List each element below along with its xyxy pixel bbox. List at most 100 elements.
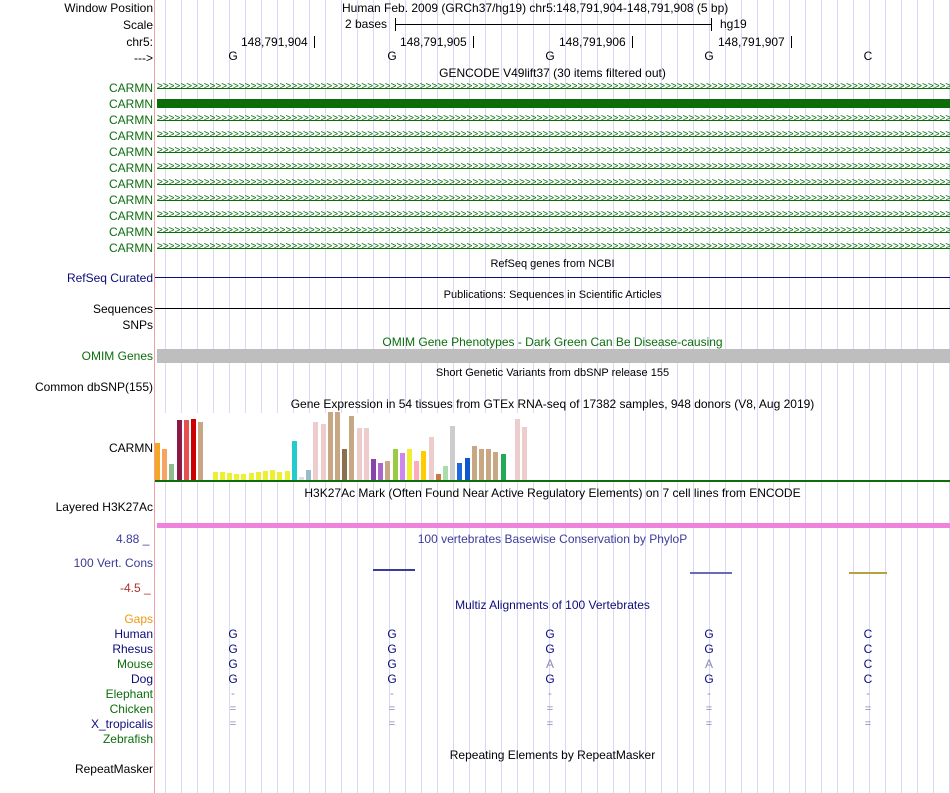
gtex-tissue-bar[interactable] bbox=[356, 428, 362, 480]
gtex-tissue-bar[interactable] bbox=[399, 453, 405, 480]
phylop-track-label[interactable]: 100 Vert. Cons bbox=[73, 556, 153, 570]
gencode-intron-line[interactable] bbox=[157, 88, 950, 89]
gtex-tissue-bar[interactable] bbox=[291, 441, 297, 480]
publications-track-label[interactable]: Sequences bbox=[92, 302, 153, 316]
gencode-intron-line[interactable] bbox=[157, 200, 950, 201]
h3k27ac-track-label[interactable]: Layered H3K27Ac bbox=[55, 500, 153, 514]
phylop-signal[interactable] bbox=[849, 572, 887, 574]
gtex-tissue-bar[interactable] bbox=[234, 474, 240, 480]
gencode-transcript-label[interactable]: CARMN bbox=[109, 81, 153, 95]
gencode-transcript-label[interactable]: CARMN bbox=[109, 193, 153, 207]
gtex-tissue-bar[interactable] bbox=[342, 449, 348, 480]
gtex-tissue-bar[interactable] bbox=[385, 461, 391, 480]
multiz-species-label[interactable]: Zebrafish bbox=[102, 732, 153, 746]
gencode-intron-line[interactable] bbox=[157, 152, 950, 153]
phylop-signal[interactable] bbox=[373, 569, 415, 571]
gencode-transcript-label[interactable]: CARMN bbox=[109, 209, 153, 223]
gtex-tissue-bar[interactable] bbox=[284, 471, 290, 480]
omim-track-bar[interactable] bbox=[157, 349, 950, 363]
gtex-tissue-bar[interactable] bbox=[471, 446, 477, 480]
gtex-tissue-bar[interactable] bbox=[277, 472, 283, 480]
gtex-tissue-bar[interactable] bbox=[479, 449, 484, 480]
gtex-tissue-bar[interactable] bbox=[435, 474, 441, 480]
gencode-transcript-label[interactable]: CARMN bbox=[109, 129, 153, 143]
gtex-tissue-bar[interactable] bbox=[327, 412, 333, 480]
gtex-tissue-bar[interactable] bbox=[335, 412, 340, 480]
gridline bbox=[677, 0, 678, 793]
omim-track-label[interactable]: OMIM Genes bbox=[81, 349, 153, 363]
gtex-tissue-bar[interactable] bbox=[392, 449, 398, 480]
gtex-tissue-bar[interactable] bbox=[198, 422, 204, 480]
gtex-tissue-bar[interactable] bbox=[299, 477, 304, 480]
multiz-species-label[interactable]: Elephant bbox=[105, 687, 153, 701]
gencode-intron-line[interactable] bbox=[157, 216, 950, 217]
gtex-tissue-bar[interactable] bbox=[378, 463, 384, 480]
gencode-transcript-label[interactable]: CARMN bbox=[109, 241, 153, 255]
gtex-tissue-bar[interactable] bbox=[515, 419, 520, 480]
gencode-transcript-label[interactable]: CARMN bbox=[109, 225, 153, 239]
multiz-species-label[interactable]: Rhesus bbox=[112, 642, 153, 656]
gencode-intron-line[interactable] bbox=[157, 248, 950, 249]
gtex-tissue-bar[interactable] bbox=[212, 472, 218, 480]
gtex-tissue-bar[interactable] bbox=[421, 451, 427, 480]
multiz-species-label[interactable]: Chicken bbox=[109, 702, 153, 716]
gtex-tissue-bar[interactable] bbox=[363, 428, 369, 480]
gtex-tissue-bar[interactable] bbox=[450, 426, 456, 480]
gtex-track-label[interactable]: CARMN bbox=[109, 441, 153, 455]
gtex-tissue-bar[interactable] bbox=[443, 466, 448, 480]
gencode-intron-line[interactable] bbox=[157, 168, 950, 169]
multiz-species-label[interactable]: Dog bbox=[130, 672, 153, 686]
gencode-intron-line[interactable] bbox=[157, 232, 950, 233]
gtex-tissue-bar[interactable] bbox=[414, 461, 420, 480]
gtex-tissue-bar[interactable] bbox=[155, 443, 160, 480]
gencode-transcript-label[interactable]: CARMN bbox=[109, 145, 153, 159]
gtex-tissue-bar[interactable] bbox=[486, 449, 492, 480]
gtex-tissue-bar[interactable] bbox=[176, 420, 182, 480]
gtex-tissue-bar[interactable] bbox=[191, 419, 196, 480]
snps-track-label[interactable]: SNPs bbox=[122, 318, 153, 332]
strand-arrows: >>>>>>>>>>>>>>>>>>>>>>>>>>>>>>>>>>>>>>>>… bbox=[157, 177, 950, 188]
gtex-tissue-bar[interactable] bbox=[464, 458, 470, 480]
refseq-track-line[interactable] bbox=[155, 277, 950, 278]
gencode-exon-block[interactable] bbox=[157, 99, 950, 108]
gtex-tissue-bar[interactable] bbox=[500, 454, 506, 480]
gencode-transcript-label[interactable]: CARMN bbox=[109, 177, 153, 191]
gtex-tissue-bar[interactable] bbox=[349, 416, 355, 480]
gtex-tissue-bar[interactable] bbox=[522, 427, 528, 480]
gtex-tissue-bar[interactable] bbox=[162, 449, 168, 480]
gtex-tissue-bar[interactable] bbox=[255, 472, 261, 480]
gtex-tissue-bar[interactable] bbox=[457, 463, 463, 480]
gtex-tissue-bar[interactable] bbox=[248, 473, 254, 480]
multiz-species-label[interactable]: Mouse bbox=[116, 657, 153, 671]
gtex-tissue-bar[interactable] bbox=[241, 474, 247, 480]
repeatmasker-track-label[interactable]: RepeatMasker bbox=[74, 762, 153, 776]
gencode-intron-line[interactable] bbox=[157, 136, 950, 137]
gtex-tissue-bar[interactable] bbox=[313, 422, 319, 480]
gtex-tissue-bar[interactable] bbox=[227, 473, 232, 480]
gtex-tissue-bar[interactable] bbox=[169, 464, 175, 480]
gtex-tissue-bar[interactable] bbox=[493, 452, 499, 480]
gtex-tissue-bar[interactable] bbox=[263, 471, 268, 480]
refseq-track-label[interactable]: RefSeq Curated bbox=[66, 271, 153, 285]
gtex-tissue-bar[interactable] bbox=[270, 470, 276, 480]
gencode-intron-line[interactable] bbox=[157, 120, 950, 121]
gtex-tissue-bar[interactable] bbox=[306, 470, 312, 480]
dbsnp-track-label[interactable]: Common dbSNP(155) bbox=[34, 380, 153, 394]
gencode-transcript-label[interactable]: CARMN bbox=[109, 97, 153, 111]
gtex-tissue-bar[interactable] bbox=[371, 459, 376, 480]
gtex-tissue-bar[interactable] bbox=[407, 449, 412, 480]
multiz-species-label[interactable]: X_tropicalis bbox=[90, 717, 153, 731]
gencode-transcript-label[interactable]: CARMN bbox=[109, 113, 153, 127]
multiz-gaps-label[interactable]: Gaps bbox=[124, 612, 153, 626]
multiz-species-label[interactable]: Human bbox=[114, 627, 153, 641]
gtex-tissue-bar[interactable] bbox=[320, 424, 326, 480]
gtex-tissue-bar[interactable] bbox=[183, 420, 189, 480]
gtex-tissue-bar[interactable] bbox=[428, 437, 434, 480]
gencode-transcript-label[interactable]: CARMN bbox=[109, 161, 153, 175]
gtex-tissue-bar[interactable] bbox=[219, 472, 225, 480]
publications-track-line[interactable] bbox=[155, 308, 950, 309]
phylop-signal[interactable] bbox=[690, 572, 732, 574]
h3k27ac-signal[interactable] bbox=[157, 523, 950, 528]
gencode-intron-line[interactable] bbox=[157, 184, 950, 185]
